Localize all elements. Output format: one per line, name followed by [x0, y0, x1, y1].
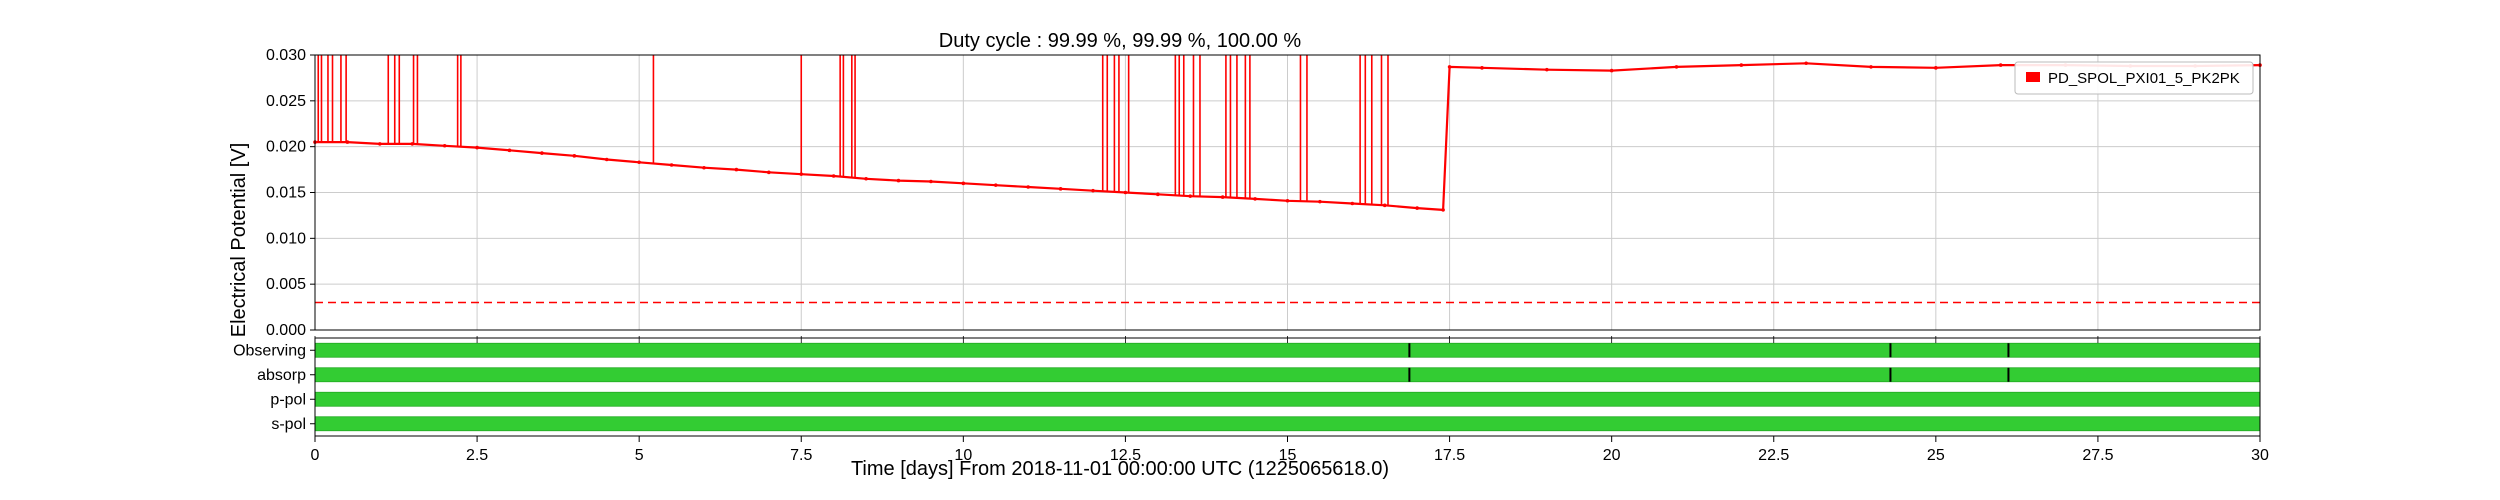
data-point — [1253, 197, 1257, 201]
legend-swatch — [2026, 72, 2040, 82]
x-tick-label: 15 — [1279, 447, 1297, 464]
data-point — [864, 176, 868, 181]
x-tick-label: 7.5 — [790, 447, 812, 464]
x-tick-label: 5 — [635, 447, 644, 464]
y-tick-labels: 0.000 0.005 0.010 0.015 0.020 0.025 0.030 — [266, 47, 306, 339]
data-point — [669, 163, 674, 167]
data-point — [1441, 208, 1445, 212]
data-point — [1674, 65, 1679, 69]
series-line — [315, 62, 2261, 212]
data-point — [637, 160, 641, 165]
x-tick-label: 17.5 — [1434, 447, 1465, 464]
data-point — [1220, 195, 1225, 199]
legend: PD_SPOL_PXI01_5_PK2PK — [2014, 61, 2254, 95]
data-point — [1447, 65, 1452, 69]
data-point — [540, 151, 544, 155]
plot-frame — [310, 54, 2261, 331]
state-segment — [314, 391, 2261, 407]
data-point — [378, 142, 382, 146]
data-point — [1934, 66, 1938, 70]
y-tick-label: 0.010 — [266, 230, 306, 247]
data-point — [1285, 198, 1290, 203]
y-tick-label: 0.030 — [266, 47, 306, 64]
data-point — [475, 145, 479, 150]
data-point — [929, 179, 933, 184]
y-tick-label: 0.015 — [266, 185, 306, 202]
data-point — [1318, 199, 1322, 204]
x-tick-label: 27.5 — [2082, 447, 2113, 464]
x-tick-label: 10 — [954, 447, 972, 464]
x-tick-label: 20 — [1603, 447, 1621, 464]
data-point — [961, 181, 966, 186]
y-tick-label: 0.020 — [266, 139, 306, 156]
data-point — [1382, 203, 1387, 208]
state-label: Observing — [233, 342, 306, 359]
data-point — [993, 183, 998, 187]
state-segment — [314, 342, 2261, 358]
data-point — [734, 167, 739, 172]
legend-label: PD_SPOL_PXI01_5_PK2PK — [2048, 70, 2240, 87]
state-segments: Observing absorp p-pol s-pol — [233, 336, 2261, 437]
state-label: absorp — [257, 367, 306, 384]
grid-lines — [314, 54, 2261, 331]
data-point — [1415, 206, 1419, 210]
y-tick-label: 0.000 — [266, 322, 306, 339]
data-point — [1026, 185, 1030, 189]
data-point — [1123, 190, 1128, 195]
x-tick-label: 30 — [2251, 447, 2269, 464]
data-point — [1350, 201, 1355, 206]
data-point — [767, 170, 771, 175]
data-point — [572, 154, 577, 158]
data-point — [1156, 192, 1160, 197]
data-point — [442, 143, 447, 148]
x-tick-labels: 0 2.5 5 7.5 10 12.5 15 17.5 20 22.5 25 27.5 30 — [311, 436, 2269, 464]
data-point — [896, 178, 901, 183]
y-tick-label: 0.025 — [266, 93, 306, 110]
x-axis-label: Time [days] From 2018-11-01 00:00:00 UTC… — [851, 458, 1389, 480]
data-point — [604, 157, 609, 162]
data-point — [1609, 68, 1614, 73]
x-tick-label: 2.5 — [466, 447, 488, 464]
x-tick-label: 0 — [311, 447, 320, 464]
data-point — [1058, 187, 1063, 191]
chart-title: Duty cycle : 99.99 %, 99.99 %, 100.00 % — [939, 30, 1302, 52]
state-segment — [314, 416, 2261, 432]
data-point — [1804, 61, 1808, 66]
y-tick-label: 0.005 — [266, 276, 306, 293]
main-axes-frame — [314, 54, 2261, 331]
data-point — [1739, 63, 1744, 67]
state-segment — [314, 367, 2261, 383]
x-tick-label: 25 — [1927, 447, 1945, 464]
data-point — [702, 165, 706, 170]
data-point — [1091, 188, 1095, 193]
state-label: p-pol — [270, 391, 306, 408]
data-point — [1188, 194, 1193, 198]
data-point — [1545, 67, 1549, 72]
x-tick-label: 22.5 — [1758, 447, 1789, 464]
data-point — [1869, 65, 1873, 69]
y-axis-label: Electrical Potential [V] — [228, 143, 250, 338]
data-point — [1998, 63, 2003, 67]
data-point — [831, 174, 836, 178]
series-traces — [313, 55, 2262, 212]
legend-box — [2014, 61, 2254, 95]
data-point — [1480, 66, 1484, 70]
data-point — [507, 148, 512, 153]
x-tick-label: 12.5 — [1110, 447, 1141, 464]
state-label: s-pol — [271, 416, 306, 433]
